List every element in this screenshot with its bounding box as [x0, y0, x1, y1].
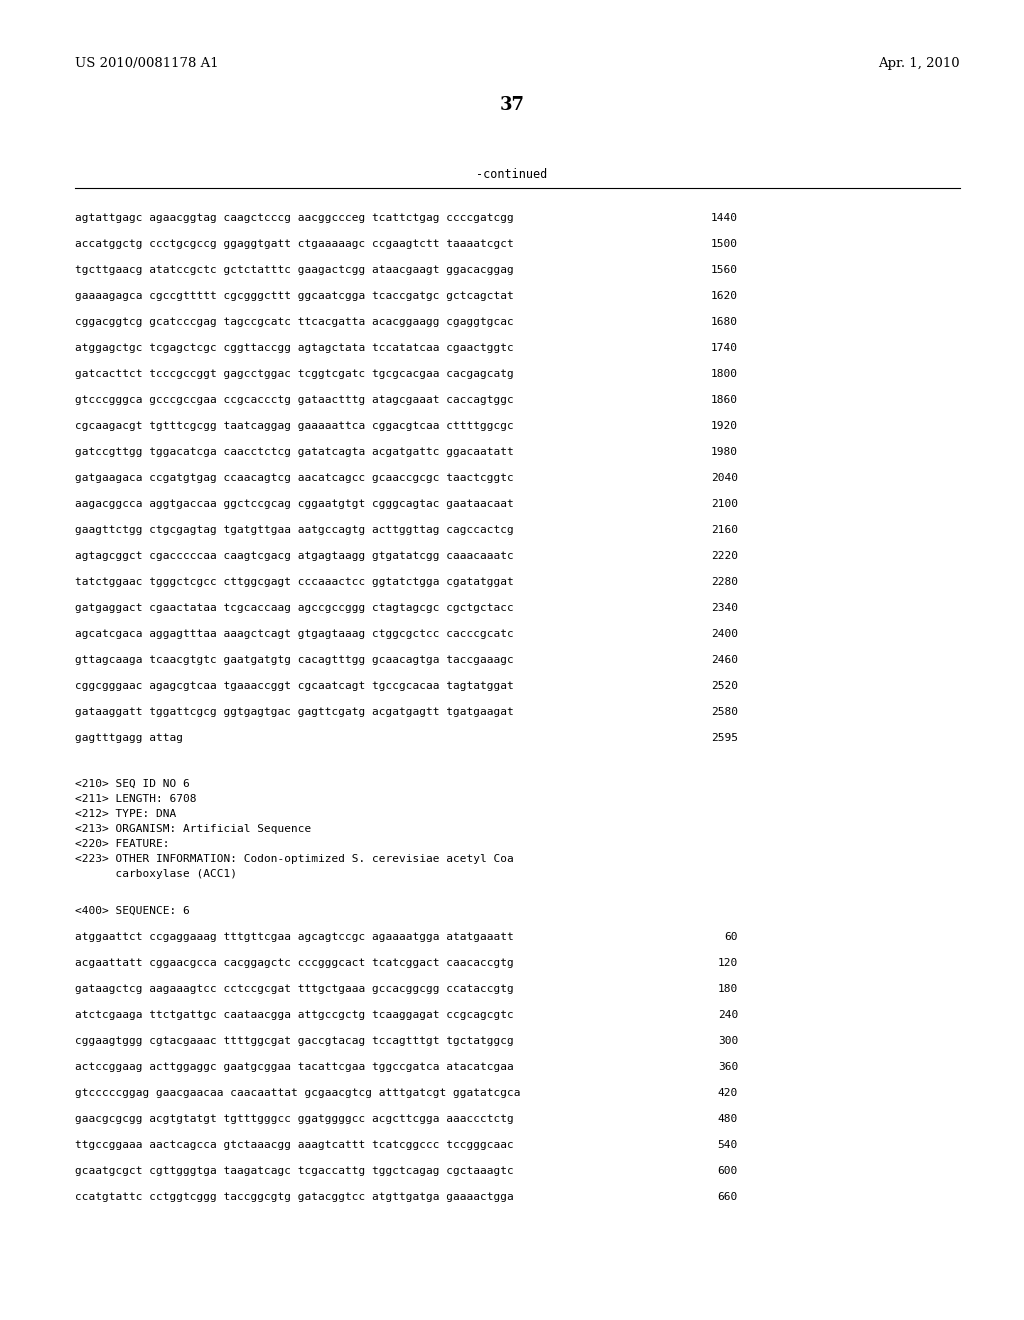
Text: cgcaagacgt tgtttcgcgg taatcaggag gaaaaattca cggacgtcaa cttttggcgc: cgcaagacgt tgtttcgcgg taatcaggag gaaaaat…: [75, 421, 514, 432]
Text: <211> LENGTH: 6708: <211> LENGTH: 6708: [75, 795, 197, 804]
Text: 1860: 1860: [711, 395, 738, 405]
Text: tatctggaac tgggctcgcc cttggcgagt cccaaactcc ggtatctgga cgatatggat: tatctggaac tgggctcgcc cttggcgagt cccaaac…: [75, 577, 514, 587]
Text: ccatgtattc cctggtcggg taccggcgtg gatacggtcc atgttgatga gaaaactgga: ccatgtattc cctggtcggg taccggcgtg gatacgg…: [75, 1192, 514, 1203]
Text: 60: 60: [725, 932, 738, 942]
Text: 1500: 1500: [711, 239, 738, 249]
Text: atggagctgc tcgagctcgc cggttaccgg agtagctata tccatatcaa cgaactggtc: atggagctgc tcgagctcgc cggttaccgg agtagct…: [75, 343, 514, 352]
Text: gataaggatt tggattcgcg ggtgagtgac gagttcgatg acgatgagtt tgatgaagat: gataaggatt tggattcgcg ggtgagtgac gagttcg…: [75, 708, 514, 717]
Text: 2340: 2340: [711, 603, 738, 612]
Text: atggaattct ccgaggaaag tttgttcgaa agcagtccgc agaaaatgga atatgaaatt: atggaattct ccgaggaaag tttgttcgaa agcagtc…: [75, 932, 514, 942]
Text: cggcgggaac agagcgtcaa tgaaaccggt cgcaatcagt tgccgcacaa tagtatggat: cggcgggaac agagcgtcaa tgaaaccggt cgcaatc…: [75, 681, 514, 690]
Text: 180: 180: [718, 983, 738, 994]
Text: gatcacttct tcccgccggt gagcctggac tcggtcgatc tgcgcacgaa cacgagcatg: gatcacttct tcccgccggt gagcctggac tcggtcg…: [75, 370, 514, 379]
Text: gatccgttgg tggacatcga caacctctcg gatatcagta acgatgattc ggacaatatt: gatccgttgg tggacatcga caacctctcg gatatca…: [75, 447, 514, 457]
Text: 600: 600: [718, 1166, 738, 1176]
Text: 2280: 2280: [711, 577, 738, 587]
Text: 1560: 1560: [711, 265, 738, 275]
Text: 1920: 1920: [711, 421, 738, 432]
Text: 2580: 2580: [711, 708, 738, 717]
Text: agtagcggct cgacccccaa caagtcgacg atgagtaagg gtgatatcgg caaacaaatc: agtagcggct cgacccccaa caagtcgacg atgagta…: [75, 550, 514, 561]
Text: 2220: 2220: [711, 550, 738, 561]
Text: 540: 540: [718, 1140, 738, 1150]
Text: gatgaggact cgaactataa tcgcaccaag agccgccggg ctagtagcgc cgctgctacc: gatgaggact cgaactataa tcgcaccaag agccgcc…: [75, 603, 514, 612]
Text: <213> ORGANISM: Artificial Sequence: <213> ORGANISM: Artificial Sequence: [75, 824, 311, 834]
Text: <400> SEQUENCE: 6: <400> SEQUENCE: 6: [75, 906, 189, 916]
Text: Apr. 1, 2010: Apr. 1, 2010: [879, 57, 961, 70]
Text: 1980: 1980: [711, 447, 738, 457]
Text: 480: 480: [718, 1114, 738, 1125]
Text: agcatcgaca aggagtttaa aaagctcagt gtgagtaaag ctggcgctcc cacccgcatc: agcatcgaca aggagtttaa aaagctcagt gtgagta…: [75, 630, 514, 639]
Text: gcaatgcgct cgttgggtga taagatcagc tcgaccattg tggctcagag cgctaaagtc: gcaatgcgct cgttgggtga taagatcagc tcgacca…: [75, 1166, 514, 1176]
Text: ttgccggaaa aactcagcca gtctaaacgg aaagtcattt tcatcggccc tccgggcaac: ttgccggaaa aactcagcca gtctaaacgg aaagtca…: [75, 1140, 514, 1150]
Text: gaaaagagca cgccgttttt cgcgggcttt ggcaatcgga tcaccgatgc gctcagctat: gaaaagagca cgccgttttt cgcgggcttt ggcaatc…: [75, 290, 514, 301]
Text: 360: 360: [718, 1063, 738, 1072]
Text: 240: 240: [718, 1010, 738, 1020]
Text: 2520: 2520: [711, 681, 738, 690]
Text: gtcccgggca gcccgccgaa ccgcaccctg gataactttg atagcgaaat caccagtggc: gtcccgggca gcccgccgaa ccgcaccctg gataact…: [75, 395, 514, 405]
Text: 660: 660: [718, 1192, 738, 1203]
Text: <210> SEQ ID NO 6: <210> SEQ ID NO 6: [75, 779, 189, 789]
Text: 2460: 2460: [711, 655, 738, 665]
Text: 2595: 2595: [711, 733, 738, 743]
Text: agtattgagc agaacggtag caagctcccg aacggccceg tcattctgag ccccgatcgg: agtattgagc agaacggtag caagctcccg aacggcc…: [75, 213, 514, 223]
Text: gatgaagaca ccgatgtgag ccaacagtcg aacatcagcc gcaaccgcgc taactcggtc: gatgaagaca ccgatgtgag ccaacagtcg aacatca…: [75, 473, 514, 483]
Text: 2040: 2040: [711, 473, 738, 483]
Text: 300: 300: [718, 1036, 738, 1045]
Text: 2400: 2400: [711, 630, 738, 639]
Text: 420: 420: [718, 1088, 738, 1098]
Text: -continued: -continued: [476, 168, 548, 181]
Text: gaagttctgg ctgcgagtag tgatgttgaa aatgccagtg acttggttag cagccactcg: gaagttctgg ctgcgagtag tgatgttgaa aatgcca…: [75, 525, 514, 535]
Text: cggaagtggg cgtacgaaac ttttggcgat gaccgtacag tccagtttgt tgctatggcg: cggaagtggg cgtacgaaac ttttggcgat gaccgta…: [75, 1036, 514, 1045]
Text: 1800: 1800: [711, 370, 738, 379]
Text: US 2010/0081178 A1: US 2010/0081178 A1: [75, 57, 219, 70]
Text: 1740: 1740: [711, 343, 738, 352]
Text: 2160: 2160: [711, 525, 738, 535]
Text: gaacgcgcgg acgtgtatgt tgtttgggcc ggatggggcc acgcttcgga aaaccctctg: gaacgcgcgg acgtgtatgt tgtttgggcc ggatggg…: [75, 1114, 514, 1125]
Text: gttagcaaga tcaacgtgtc gaatgatgtg cacagtttgg gcaacagtga taccgaaagc: gttagcaaga tcaacgtgtc gaatgatgtg cacagtt…: [75, 655, 514, 665]
Text: 120: 120: [718, 958, 738, 968]
Text: accatggctg ccctgcgccg ggaggtgatt ctgaaaaagc ccgaagtctt taaaatcgct: accatggctg ccctgcgccg ggaggtgatt ctgaaaa…: [75, 239, 514, 249]
Text: atctcgaaga ttctgattgc caataacgga attgccgctg tcaaggagat ccgcagcgtc: atctcgaaga ttctgattgc caataacgga attgccg…: [75, 1010, 514, 1020]
Text: acgaattatt cggaacgcca cacggagctc cccgggcact tcatcggact caacaccgtg: acgaattatt cggaacgcca cacggagctc cccgggc…: [75, 958, 514, 968]
Text: cggacggtcg gcatcccgag tagccgcatc ttcacgatta acacggaagg cgaggtgcac: cggacggtcg gcatcccgag tagccgcatc ttcacga…: [75, 317, 514, 327]
Text: 37: 37: [500, 96, 524, 114]
Text: aagacggcca aggtgaccaa ggctccgcag cggaatgtgt cgggcagtac gaataacaat: aagacggcca aggtgaccaa ggctccgcag cggaatg…: [75, 499, 514, 510]
Text: <212> TYPE: DNA: <212> TYPE: DNA: [75, 809, 176, 818]
Text: gataagctcg aagaaagtcc cctccgcgat tttgctgaaa gccacggcgg ccataccgtg: gataagctcg aagaaagtcc cctccgcgat tttgctg…: [75, 983, 514, 994]
Text: 1680: 1680: [711, 317, 738, 327]
Text: carboxylase (ACC1): carboxylase (ACC1): [75, 869, 237, 879]
Text: 1620: 1620: [711, 290, 738, 301]
Text: tgcttgaacg atatccgctc gctctatttc gaagactcgg ataacgaagt ggacacggag: tgcttgaacg atatccgctc gctctatttc gaagact…: [75, 265, 514, 275]
Text: <220> FEATURE:: <220> FEATURE:: [75, 840, 170, 849]
Text: gagtttgagg attag: gagtttgagg attag: [75, 733, 183, 743]
Text: gtcccccggag gaacgaacaa caacaattat gcgaacgtcg atttgatcgt ggatatcgca: gtcccccggag gaacgaacaa caacaattat gcgaac…: [75, 1088, 520, 1098]
Text: 1440: 1440: [711, 213, 738, 223]
Text: 2100: 2100: [711, 499, 738, 510]
Text: <223> OTHER INFORMATION: Codon-optimized S. cerevisiae acetyl Coa: <223> OTHER INFORMATION: Codon-optimized…: [75, 854, 514, 865]
Text: actccggaag acttggaggc gaatgcggaa tacattcgaa tggccgatca atacatcgaa: actccggaag acttggaggc gaatgcggaa tacattc…: [75, 1063, 514, 1072]
